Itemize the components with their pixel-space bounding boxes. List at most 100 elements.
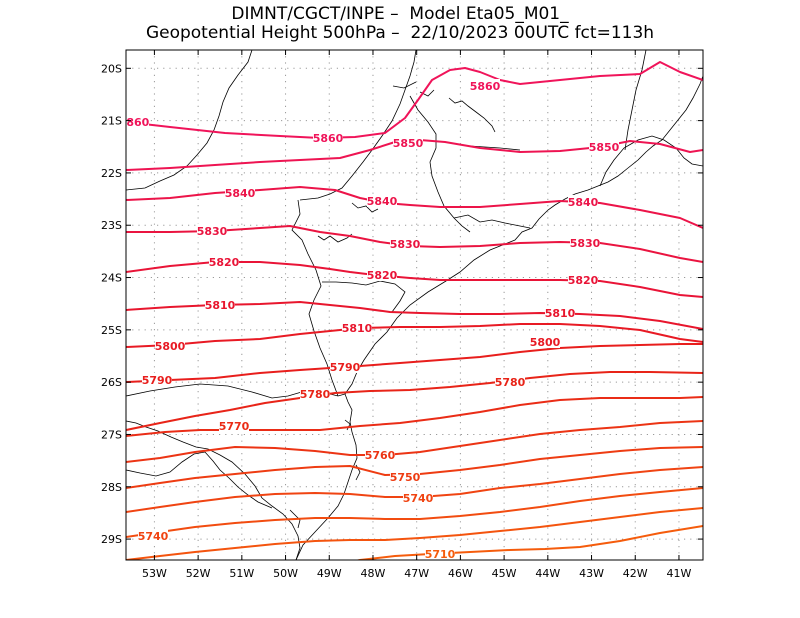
contour-5800: [126, 323, 703, 348]
contour-5760: [126, 420, 703, 463]
contour-label-bg: [138, 529, 168, 542]
lat-tick-label: 23S: [101, 219, 122, 232]
contour-label: 5770: [219, 420, 250, 433]
contour-label-bg: [530, 335, 560, 348]
map-frame: [125, 49, 704, 561]
lat-tick-label: 26S: [101, 376, 122, 389]
contour-label: 5830: [570, 237, 601, 250]
coastline-and-borders: [126, 50, 703, 560]
contour-label-bg: [568, 195, 598, 208]
contour-label-bg: [495, 375, 525, 388]
contour-labels: 5860 5860 5860 5850 5850 5840 5840 5840 5830 5830…: [119, 79, 620, 561]
contour-label-bg: [197, 224, 227, 237]
lon-tick-label: 51W: [229, 567, 254, 580]
lon-tick-label: 46W: [448, 567, 473, 580]
lat-tick-label: 27S: [101, 428, 122, 441]
contour-label: 5840: [568, 196, 599, 209]
lon-tick-label: 52W: [186, 567, 211, 580]
contour-label-bg: [126, 115, 149, 128]
coastline-segment: [322, 280, 406, 313]
contour-label: 5820: [209, 256, 240, 269]
contour-5730: [126, 487, 703, 538]
contour-label-bg: [205, 298, 235, 311]
contour-label: 5860: [470, 80, 501, 93]
contour-label: 5830: [197, 225, 228, 238]
coastline-segment: [448, 97, 496, 133]
contour-5790: [126, 343, 703, 383]
coastline-segment: [599, 135, 703, 187]
contour-5860: [126, 61, 703, 139]
lon-tick-label: 44W: [535, 567, 560, 580]
contour-label-bg: [367, 194, 397, 207]
lon-tick-label: 50W: [273, 567, 298, 580]
lon-tick-label: 42W: [623, 567, 648, 580]
contour-label-bg: [225, 186, 255, 199]
contour-label: 5830: [390, 238, 421, 251]
plot-title-line2: Geopotential Height 500hPa – 22/10/2023 …: [145, 23, 655, 43]
contour-label: 5860: [313, 132, 344, 145]
contour-label-bg: [365, 448, 395, 461]
contour-label: 5840: [367, 195, 398, 208]
lon-tick-label: 41W: [667, 567, 692, 580]
contour-label: 5790: [142, 374, 173, 387]
coastline-segment: [344, 75, 703, 395]
contour-label-bg: [330, 360, 360, 373]
height-contours: [126, 61, 703, 560]
contour-5710: [354, 525, 703, 560]
contour-label-bg: [300, 387, 330, 400]
coastline-segment: [126, 451, 273, 509]
contour-label-bg: [393, 136, 423, 149]
contour-label-bg: [570, 236, 600, 249]
contour-5840: [126, 186, 703, 229]
contour-label: 5800: [530, 336, 561, 349]
contour-5780: [126, 371, 703, 431]
contour-5720: [126, 507, 703, 560]
contour-label: 5790: [330, 361, 361, 374]
lon-tick-label: 49W: [317, 567, 342, 580]
contour-label: 5740: [403, 492, 434, 505]
coastline-segment: [624, 50, 647, 151]
contour-label-bg: [209, 255, 239, 268]
contour-label-bg: [390, 237, 420, 250]
contour-label: 5750: [390, 471, 421, 484]
contour-label-bg: [142, 373, 172, 386]
contour-label: 5710: [425, 548, 456, 561]
coastline-segment: [291, 199, 339, 397]
contour-label: 5810: [342, 322, 373, 335]
lon-tick-label: 48W: [361, 567, 386, 580]
contour-label: 5840: [225, 187, 256, 200]
contour-label-bg: [367, 268, 397, 281]
lat-tick-label: 21S: [101, 115, 122, 128]
coastline-segment: [295, 393, 358, 560]
contour-label-bg: [545, 306, 575, 319]
contour-label-bg: [568, 273, 598, 286]
lat-tick-label: 20S: [101, 62, 122, 75]
coastline-segment: [126, 50, 253, 191]
contour-label: 5800: [155, 340, 186, 353]
lat-tick-label: 24S: [101, 272, 122, 285]
contour-5770: [126, 396, 703, 437]
lat-tick-label: 29S: [101, 533, 122, 546]
contour-label-bg: [589, 140, 619, 153]
contour-label-bg: [342, 321, 372, 334]
lon-tick-label: 43W: [579, 567, 604, 580]
contour-label-bg: [219, 419, 249, 432]
contour-label: 5810: [205, 299, 236, 312]
coastline-segment: [409, 95, 471, 233]
contour-label: 5820: [367, 269, 398, 282]
contour-label-bg: [155, 339, 185, 352]
contour-5740: [126, 466, 703, 513]
contour-label-bg: [470, 79, 500, 92]
lon-tick-label: 53W: [142, 567, 167, 580]
contour-label: 5780: [300, 388, 331, 401]
contour-5850: [126, 139, 703, 171]
coastline-segment: [317, 233, 353, 243]
coastline-segment: [392, 81, 417, 89]
contour-label: 5860: [119, 116, 150, 129]
contour-5810: [126, 301, 703, 330]
contour-label: 5780: [495, 376, 526, 389]
contour-label: 5820: [568, 274, 599, 287]
contour-label: 5850: [393, 137, 424, 150]
coastline-segment: [453, 214, 531, 229]
